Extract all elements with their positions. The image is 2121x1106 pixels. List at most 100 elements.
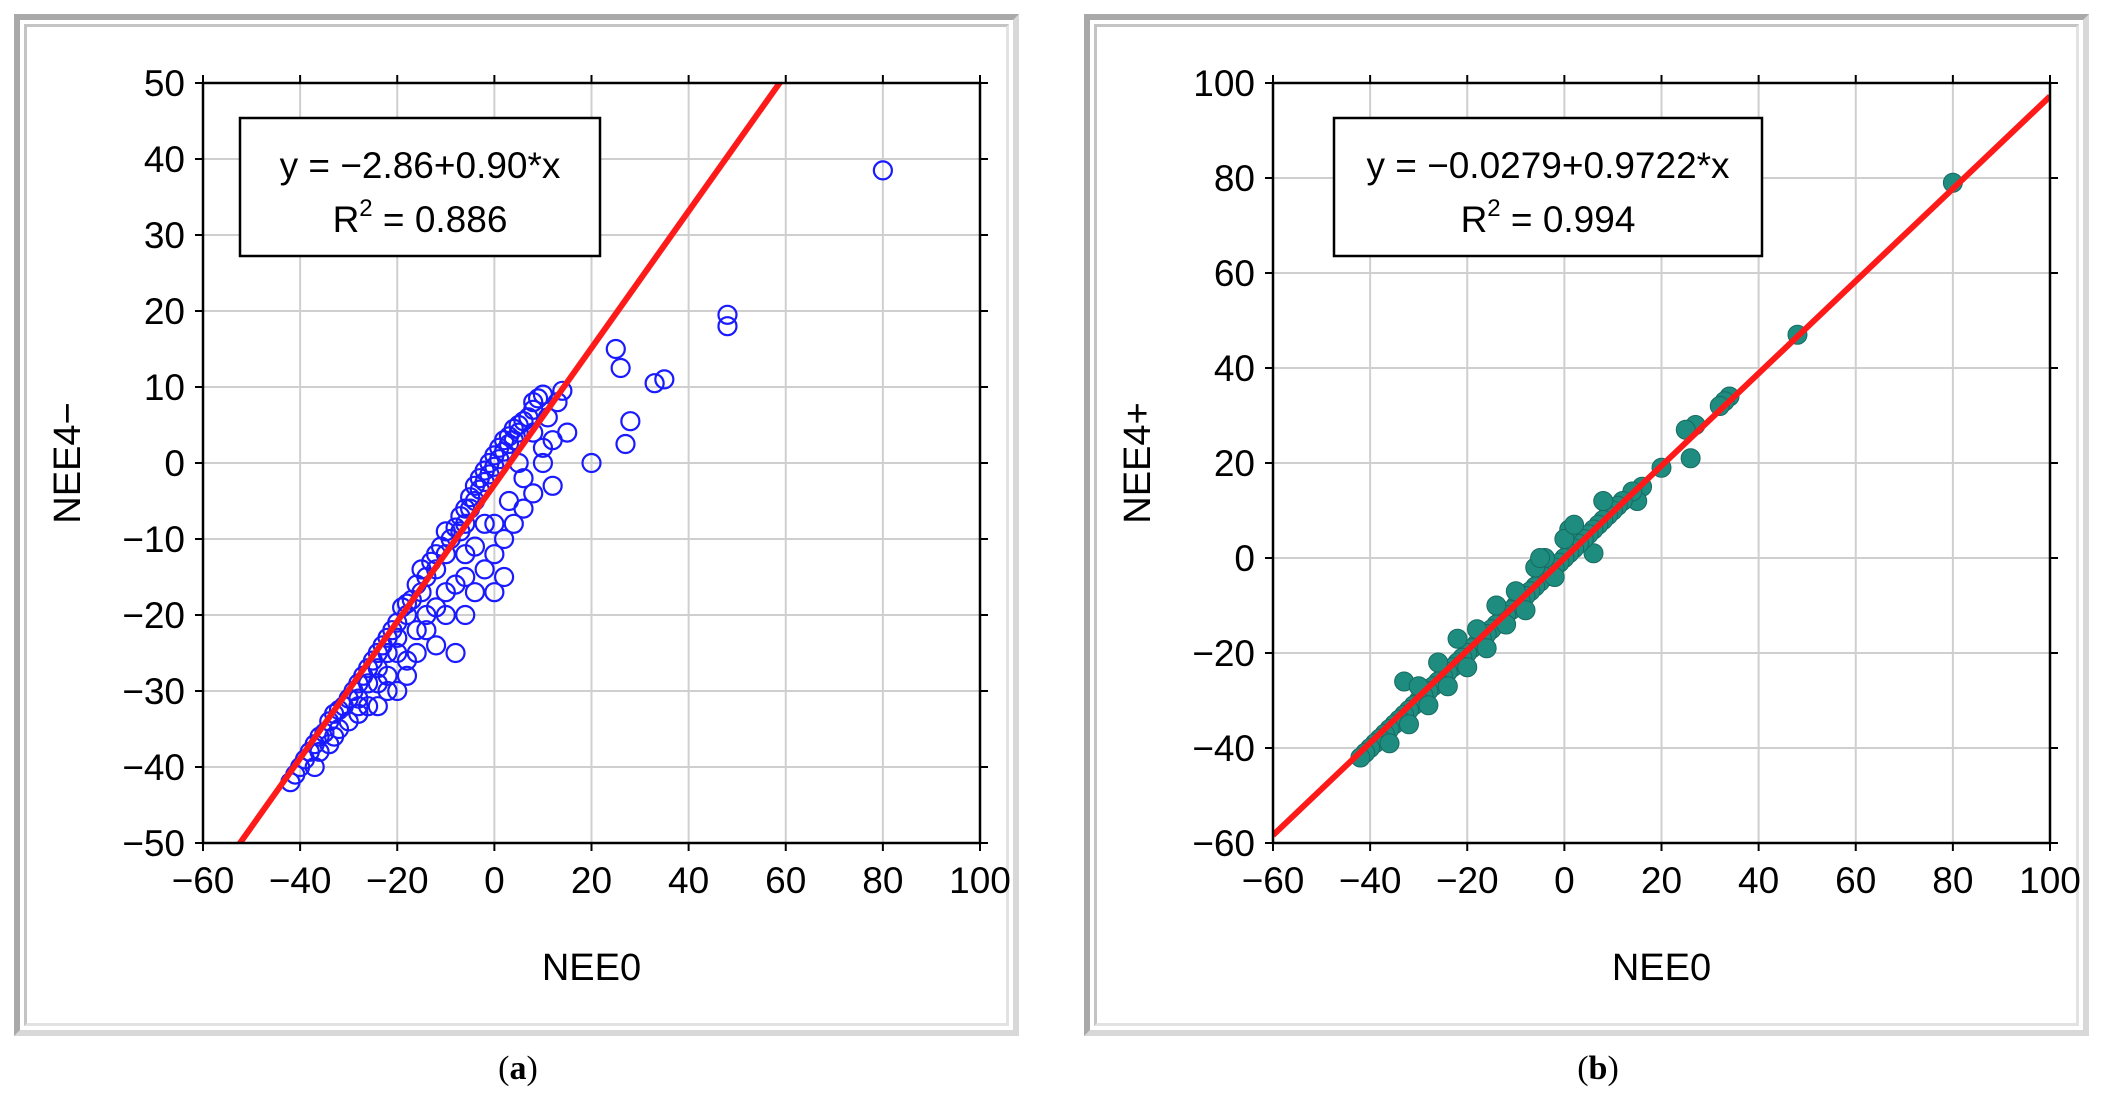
y-tick-label: 0 [164,443,185,484]
x-tick-label: 20 [1641,860,1682,901]
data-point [872,160,893,181]
data-point [615,433,636,455]
data-point [605,338,626,360]
data-point [581,452,602,474]
data-point [455,604,476,626]
y-tick-label: −20 [122,595,185,636]
regression-equation: y = −0.0279+0.9722*x [1366,145,1730,186]
data-point [1554,529,1575,549]
axis-ticks: −60 −40 −20 0 20 40 60 80 100100806040200−20−40−… [1192,63,2081,901]
data-point [620,411,641,432]
data-point [1457,657,1478,678]
data-point [411,559,432,580]
data-point [1515,600,1536,621]
data-point [523,392,544,413]
x-axis-title: NEE0 [1612,947,1711,989]
data-point [523,422,544,443]
data-point [1447,628,1468,649]
data-point [552,380,573,401]
data-point [1530,548,1551,568]
x-tick-label: 60 [765,860,806,901]
data-point [328,718,350,740]
y-tick-label: −40 [122,747,185,788]
r-squared-value: = 0.994 [1501,199,1636,240]
data-point [1437,676,1458,697]
data-point [445,642,466,664]
panel-frame [1094,24,2079,1026]
data-point [532,452,554,474]
data-point [498,490,520,512]
data-point [387,680,408,702]
y-tick-label: 20 [144,291,185,332]
data-point [1564,514,1585,535]
data-point [1593,491,1614,511]
r-squared-label: R2 = 0.886 [333,195,508,240]
data-point [484,582,505,603]
y-tick-label: −20 [1192,633,1255,674]
data-point [435,521,456,542]
axis-ticks: −60 −40 −20 0 20 40 60 80 10050403020100−10−20−3… [122,63,1011,901]
data-point [459,487,481,508]
panel-caption-b: (b) [1577,1050,1619,1087]
r-squared-superscript: 2 [1487,195,1500,222]
x-tick-label: 80 [862,860,903,901]
x-axis-title: NEE0 [542,947,641,989]
scatter-chart-a: −60 −40 −20 0 20 40 60 80 10050403020100−10−20−3… [47,63,1011,989]
data-point [1583,543,1604,564]
x-tick-label: −40 [269,860,332,901]
r-squared-label: R2 = 0.994 [1461,195,1636,240]
data-point [426,597,447,618]
x-tick-label: −20 [1436,860,1499,901]
y-tick-label: −60 [1192,823,1255,864]
y-tick-label: −40 [1192,728,1255,769]
y-tick-label: 100 [1193,63,1255,104]
data-point [367,696,388,717]
y-tick-label: 40 [144,139,185,180]
x-tick-label: −60 [1242,860,1305,901]
regression-equation: y = −2.86+0.90*x [280,145,561,186]
panel-caption-a: (a) [498,1050,538,1087]
regression-line [1273,94,2050,838]
y-tick-label: 50 [144,63,185,104]
data-point [464,475,486,496]
data-point [435,582,456,603]
data-point [348,696,369,717]
y-tick-label: −50 [122,823,185,864]
x-tick-label: 60 [1835,860,1876,901]
data-point [474,513,495,534]
y-tick-label: 10 [144,367,185,408]
data-point [1680,448,1701,469]
chart-panel-b: −60 −40 −20 0 20 40 60 80 100 100 80 60 40 20 0 −20 −40−… [1084,14,2089,1036]
y-tick-label: −10 [122,519,185,560]
data-point [1428,652,1449,673]
x-tick-label: −20 [366,860,429,901]
data-point [644,373,665,394]
y-axis-title: NEE4− [47,402,89,523]
x-tick-label: 100 [949,860,1011,901]
data-point [464,536,486,557]
x-tick-label: 40 [1738,860,1779,901]
data-point [484,513,505,534]
data-point [654,369,675,390]
x-tick-label: 20 [571,860,612,901]
r-squared-symbol: R [333,199,360,240]
data-point [416,620,437,641]
data-point [1486,595,1507,616]
data-point [717,316,738,337]
x-tick-label: 100 [2019,860,2081,901]
data-point [484,544,505,565]
panel-frame [24,24,1009,1026]
y-tick-label: 80 [1214,158,1255,199]
data-point [493,528,515,550]
x-tick-label: 40 [668,860,709,901]
x-tick-label: 80 [1932,860,1973,901]
data-point [1398,714,1419,735]
r-squared-symbol: R [1461,199,1488,240]
x-tick-label: 0 [484,860,505,901]
r-squared-superscript: 2 [359,195,372,222]
equation-box [238,116,602,258]
y-tick-label: 30 [144,215,185,256]
data-point [426,635,447,656]
data-point [503,513,524,534]
y-tick-label: 60 [1214,253,1255,294]
